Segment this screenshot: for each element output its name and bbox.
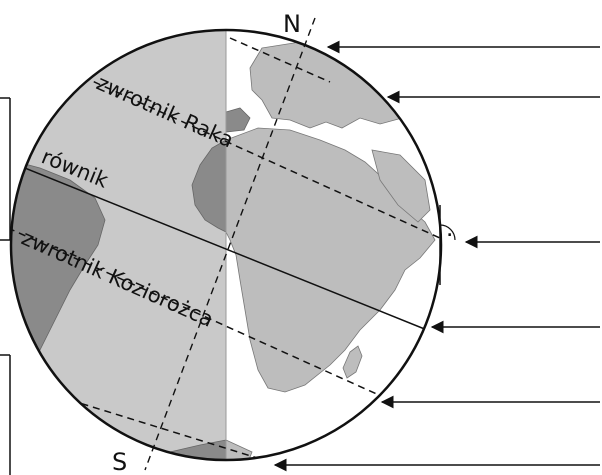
right-angle-arc xyxy=(439,224,456,241)
globe-outline xyxy=(9,28,443,462)
land-arabia xyxy=(371,149,431,223)
land-africa xyxy=(225,127,436,393)
land-antarctica-day xyxy=(225,439,253,460)
antarctic-circle-line xyxy=(69,399,281,460)
land-europe xyxy=(249,41,416,129)
land-madagascar xyxy=(342,345,363,379)
right-angle-dot: . xyxy=(447,224,452,240)
left-bracket xyxy=(0,97,11,475)
tropic-capricorn-line xyxy=(11,227,391,401)
equator-line xyxy=(11,161,433,333)
latitude-lines xyxy=(11,37,441,460)
land-africa-west xyxy=(191,139,227,233)
sun-rays xyxy=(273,40,600,472)
north-pole-label: N xyxy=(283,10,301,38)
earth-axis xyxy=(144,17,316,471)
south-pole-label: S xyxy=(112,448,127,475)
arctic-circle-line xyxy=(229,37,331,83)
